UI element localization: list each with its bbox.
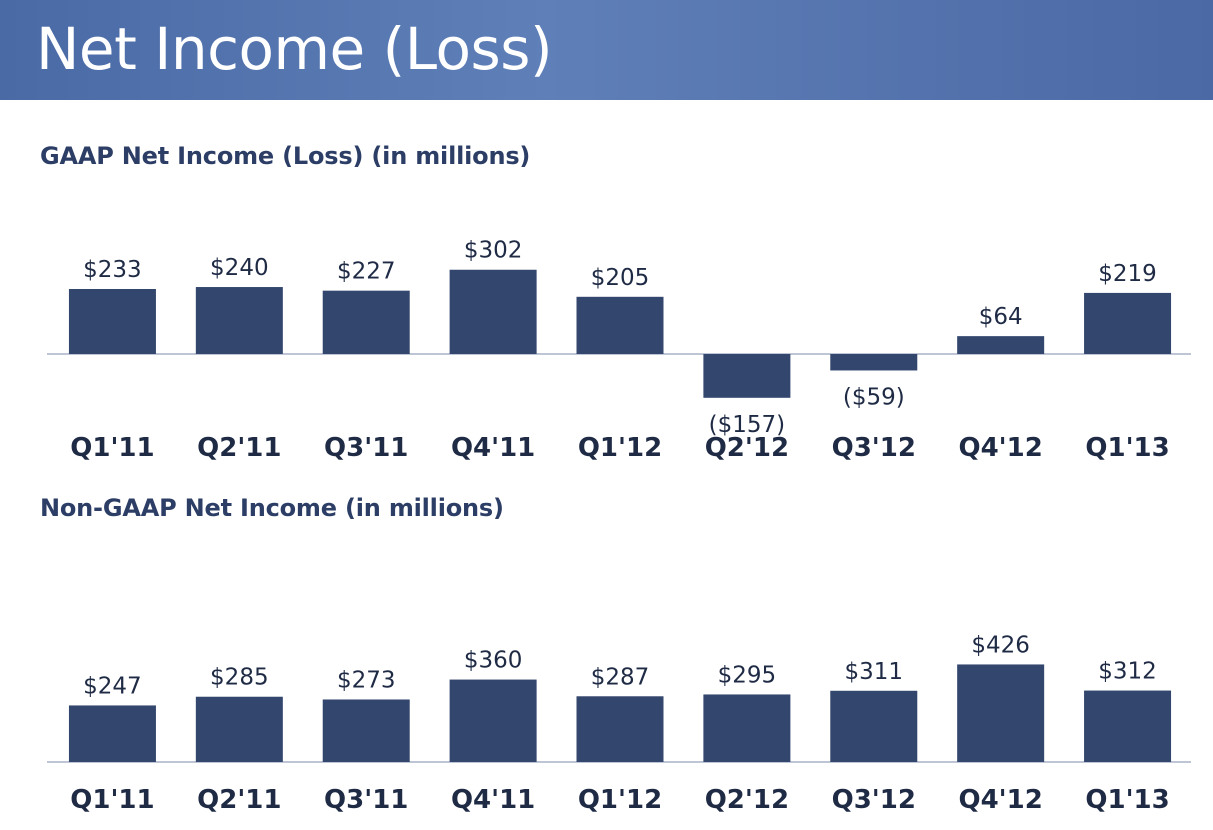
value-label: ($59) [843,384,905,410]
x-tick-label: Q4'11 [451,785,535,815]
bar-q2-12 [703,354,791,398]
x-tick-label: Q3'11 [324,433,408,463]
value-label: $311 [845,659,904,685]
bar-q3-11 [322,290,410,354]
header-banner: Net Income (Loss) [0,0,1213,100]
bar-q1-12 [576,296,664,354]
page-title: Net Income (Loss) [36,15,553,83]
x-tick-label: Q2'11 [197,433,281,463]
x-tick-label: Q4'12 [958,785,1042,815]
bar-q1-11 [68,705,156,762]
bar-q2-11 [195,287,283,354]
x-tick-label: Q3'11 [324,785,408,815]
value-label: $302 [464,238,523,264]
gaap-chart-title: GAAP Net Income (Loss) (in millions) [40,142,531,170]
non-gaap-net-income-chart: $247 Q1'11 $285 Q2'11 $273 Q3'11 $360 Q4'11 $287… [47,632,1191,815]
x-tick-label: Q2'12 [705,785,789,815]
bar-q2-11 [195,696,283,762]
x-tick-label: Q1'11 [70,433,154,463]
value-label: $219 [1098,261,1157,287]
bar-q3-11 [322,699,410,762]
x-tick-label: Q2'12 [705,433,789,463]
value-label: $312 [1098,659,1157,685]
value-label: $287 [591,664,650,690]
bar-q4-11 [449,679,537,762]
value-label: $295 [718,662,777,688]
x-tick-label: Q1'13 [1085,433,1169,463]
x-tick-label: Q2'11 [197,785,281,815]
bar-q1-11 [68,288,156,354]
bar-q1-12 [576,696,664,762]
value-label: $273 [337,667,396,693]
non-gaap-chart-title: Non-GAAP Net Income (in millions) [40,494,504,522]
x-tick-label: Q3'12 [832,433,916,463]
x-tick-label: Q3'12 [832,785,916,815]
bar-q1-13 [1084,690,1172,762]
bar-q3-12 [830,354,918,371]
x-tick-label: Q1'12 [578,785,662,815]
x-tick-label: Q1'12 [578,433,662,463]
bar-q2-12 [703,694,791,762]
value-label: $227 [337,259,396,285]
x-tick-label: Q1'11 [70,785,154,815]
value-label: $240 [210,255,269,281]
bar-q4-11 [449,269,537,354]
bar-q4-12 [957,664,1045,762]
gaap-net-income-chart: $233 Q1'11 $240 Q2'11 $227 Q3'11 $302 Q4'11 $205… [47,238,1191,463]
x-tick-label: Q4'11 [451,433,535,463]
value-label: $360 [464,648,523,674]
bar-q3-12 [830,690,918,762]
value-label: $247 [83,673,142,699]
value-label: $205 [591,265,650,291]
value-label: $426 [971,632,1030,658]
value-label: ($157) [709,412,785,438]
x-tick-label: Q1'13 [1085,785,1169,815]
value-label: $64 [979,304,1023,330]
bar-q1-13 [1084,292,1172,354]
bar-q4-12 [957,336,1045,354]
x-tick-label: Q4'12 [958,433,1042,463]
value-label: $233 [83,257,142,283]
value-label: $285 [210,665,269,691]
